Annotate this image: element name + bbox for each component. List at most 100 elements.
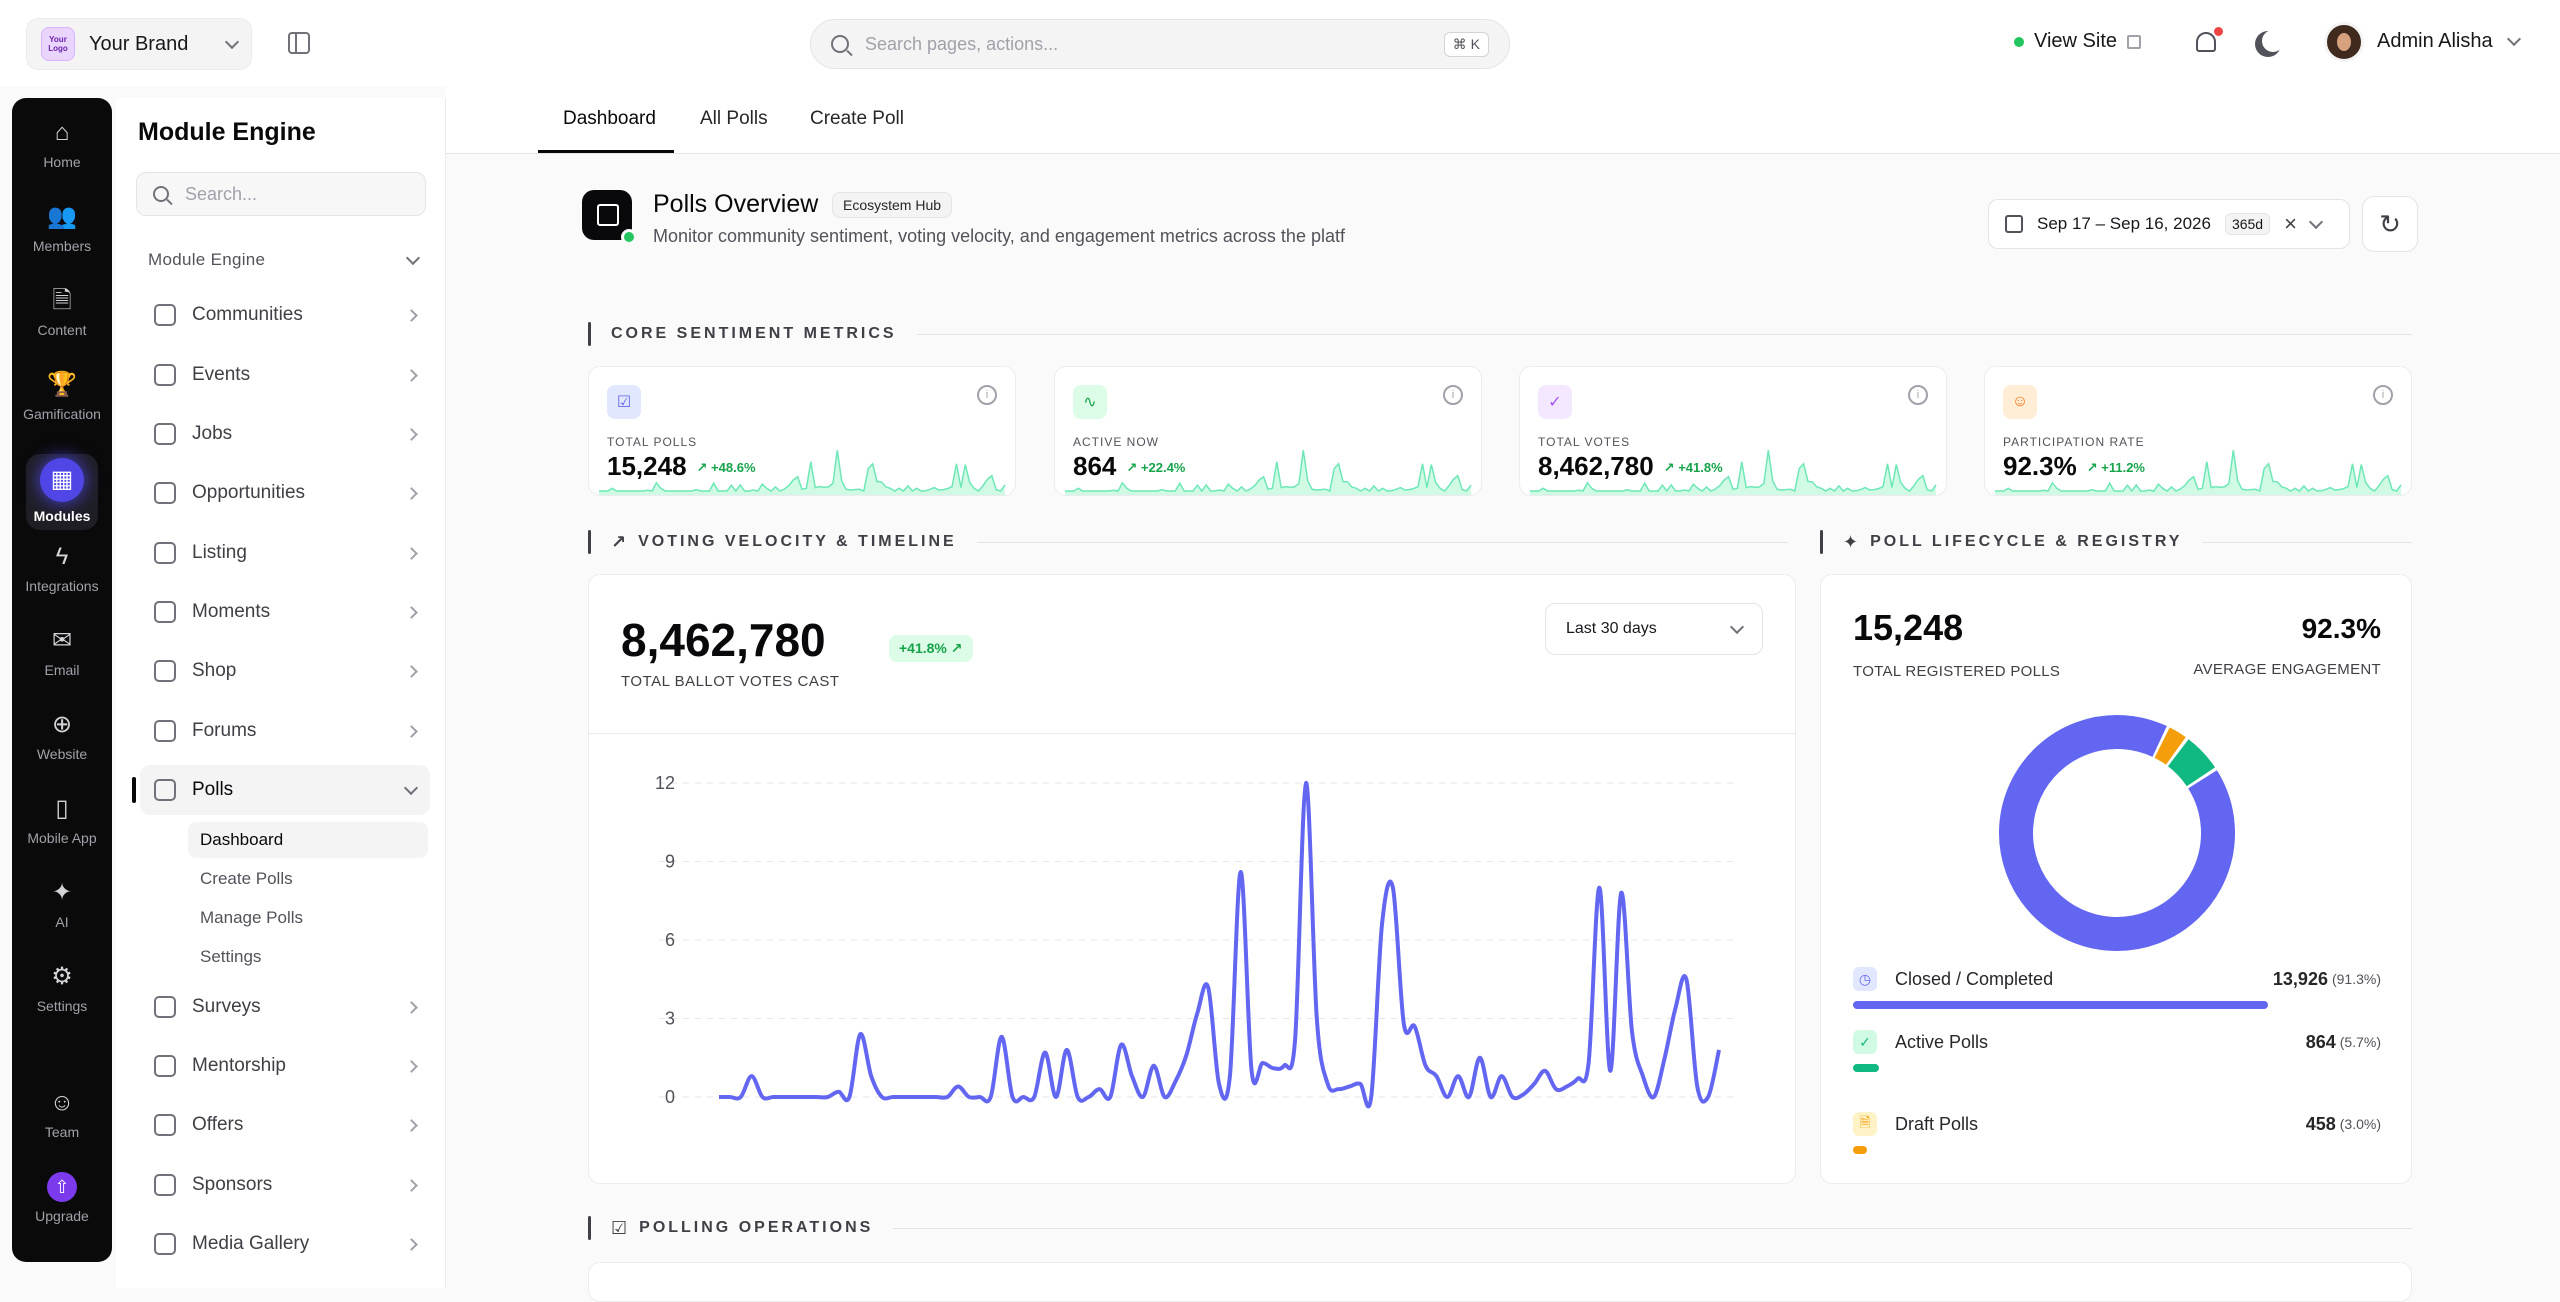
gear-icon: ⚙ [51, 963, 73, 990]
sidebar-item-sponsors[interactable]: Sponsors [140, 1160, 430, 1210]
rail-item-members[interactable]: 👥 Members [12, 202, 112, 254]
sidebar-item-shop[interactable]: Shop [140, 646, 430, 696]
rail-item-label: Members [32, 238, 92, 254]
legend-row-active-polls[interactable]: ✓ Active Polls 864 (5.7%) [1853, 1030, 2381, 1054]
sidebar-item-offers[interactable]: Offers [140, 1100, 430, 1150]
sidebar-item-listing[interactable]: Listing [140, 528, 430, 578]
brand-switcher[interactable]: Your Logo Your Brand [26, 18, 252, 70]
legend-row-draft-polls[interactable]: 🗎 Draft Polls 458 (3.0%) [1853, 1112, 2381, 1136]
sidebar-item-polls[interactable]: Polls [132, 765, 430, 815]
voting-velocity-chart: 12 9 6 3 0 [655, 773, 1735, 1109]
info-icon[interactable]: i [1443, 385, 1463, 405]
sidebar-item-label: Listing [192, 542, 247, 563]
legend-value: 13,926 [2272, 968, 2328, 989]
polls-sub-dashboard[interactable]: Dashboard [188, 822, 428, 858]
sidebar-group-label: Module Engine [148, 250, 266, 269]
rail-item-settings[interactable]: ⚙ Settings [12, 962, 112, 1014]
info-icon[interactable]: i [977, 385, 997, 405]
rail-item-content[interactable]: 🗎 Content [12, 286, 112, 338]
rail-item-gamification[interactable]: 🏆 Gamification [12, 370, 112, 422]
section-title: POLL LIFECYCLE & REGISTRY [1870, 533, 2183, 550]
sidebar-item-moments[interactable]: Moments [140, 587, 430, 637]
kpi-value-row: 8,462,780 ↗ +41.8% [1538, 451, 1723, 482]
divider [976, 541, 1788, 543]
tab-create-poll[interactable]: Create Poll [810, 108, 904, 129]
poll-icon [582, 190, 637, 245]
kpi-sparkline [1995, 450, 2402, 495]
period-select[interactable]: Last 30 days [1545, 603, 1763, 655]
sidebar-item-label: Jobs [192, 423, 233, 444]
global-search[interactable]: Search pages, actions... ⌘ K [810, 19, 1510, 69]
rail-item-modules[interactable]: ▦ Modules [26, 454, 98, 530]
rail-item-mobile-app[interactable]: ▯ Mobile App [12, 794, 112, 846]
tab-dashboard[interactable]: Dashboard [563, 108, 656, 129]
refresh-button[interactable]: ↻ [2362, 196, 2418, 252]
page-title: Polls Overview [653, 190, 819, 218]
kpi-sparkline [1065, 450, 1472, 495]
moon-icon[interactable] [2262, 30, 2284, 52]
trophy-icon: 🏆 [47, 371, 77, 398]
sidebar-item-label: Surveys [192, 996, 261, 1017]
period-value: Last 30 days [1566, 620, 1657, 637]
info-icon[interactable]: i [2373, 385, 2393, 405]
polls-sub-settings[interactable]: Settings [200, 947, 262, 966]
sidebar-item-communities[interactable]: Communities [140, 290, 430, 340]
avatar[interactable] [2324, 22, 2364, 62]
sidebar-toggle-icon[interactable] [288, 32, 310, 54]
total-polls-value: 15,248 [1853, 607, 1964, 648]
events-icon [154, 364, 176, 386]
rail-item-team[interactable]: ☺ Team [12, 1088, 112, 1140]
tab-all-polls[interactable]: All Polls [700, 108, 768, 129]
rail-item-label: Website [36, 746, 88, 762]
bolt-icon: ϟ [55, 543, 69, 570]
clear-icon[interactable]: × [2284, 211, 2297, 236]
user-menu[interactable]: Admin Alisha [2377, 30, 2521, 53]
legend-icon: ◷ [1853, 967, 1877, 991]
kpi-value-row: 15,248 ↗ +48.6% [607, 451, 756, 482]
legend-pct: (5.7%) [2339, 1034, 2381, 1050]
view-site-link[interactable]: View Site [2014, 30, 2142, 53]
sidebar-item-events[interactable]: Events [140, 350, 430, 400]
bell-icon[interactable] [2196, 32, 2216, 52]
kpi-card-total-votes: ✓ i TOTAL VOTES 8,462,780 ↗ +41.8% [1519, 366, 1947, 496]
chevron-right-icon [405, 1059, 418, 1073]
sidebar-item-forums[interactable]: Forums [140, 706, 430, 756]
rail-item-website[interactable]: ⊕ Website [12, 710, 112, 762]
sidebar-item-mentorship[interactable]: Mentorship [140, 1041, 430, 1091]
sidebar-item-label: Media Gallery [192, 1233, 310, 1254]
legend-progress-bar [1853, 1064, 1879, 1072]
sidebar-group-header[interactable]: Module Engine [148, 250, 421, 270]
legend-icon: 🗎 [1853, 1112, 1877, 1136]
sidebar-item-jobs[interactable]: Jobs [140, 409, 430, 459]
sidebar-item-opportunities[interactable]: Opportunities [140, 468, 430, 518]
chevron-right-icon [405, 308, 418, 322]
y-tick-label: 9 [665, 852, 675, 872]
donut-slice-closed-completed[interactable] [1987, 703, 2247, 963]
sparkline-line [1530, 450, 1937, 493]
page-subtitle: Monitor community sentiment, voting velo… [653, 226, 1345, 246]
section-marker [1820, 530, 1823, 554]
tab-bar: Dashboard All Polls Create Poll [446, 86, 2560, 154]
legend-value: 458 [2305, 1113, 2336, 1134]
sidebar-item-surveys[interactable]: Surveys [140, 982, 430, 1032]
info-icon[interactable]: i [1908, 385, 1928, 405]
polls-sub-create-polls[interactable]: Create Polls [200, 869, 293, 888]
date-range-picker[interactable]: Sep 17 – Sep 16, 2026 365d × [1988, 199, 2350, 249]
rail-item-integrations[interactable]: ϟ Integrations [12, 542, 112, 594]
document-icon: 🗎 [52, 287, 72, 314]
sidebar-search-input[interactable]: Search... [136, 172, 426, 216]
kpi-label: ACTIVE NOW [1073, 435, 1160, 449]
legend-value: 864 [2305, 1031, 2336, 1052]
rail-item-upgrade[interactable]: ⇧ Upgrade [12, 1172, 112, 1224]
kpi-label: TOTAL VOTES [1538, 435, 1631, 449]
velocity-card: 8,462,780 +41.8% ↗ TOTAL BALLOT VOTES CA… [588, 574, 1796, 1184]
rail-item-home[interactable]: ⌂ Home [12, 118, 112, 170]
polls-sub-manage-polls[interactable]: Manage Polls [200, 908, 304, 927]
status-dot [2014, 36, 2024, 47]
rail-item-email[interactable]: ✉ Email [12, 626, 112, 678]
kpi-change-value: +11.2% [2101, 460, 2145, 476]
sidebar-item-media-gallery[interactable]: Media Gallery [140, 1219, 430, 1269]
votes-series-line [719, 780, 1721, 1109]
legend-row-closed-completed[interactable]: ◷ Closed / Completed 13,926 (91.3%) [1853, 967, 2381, 991]
rail-item-ai[interactable]: ✦ AI [12, 878, 112, 930]
